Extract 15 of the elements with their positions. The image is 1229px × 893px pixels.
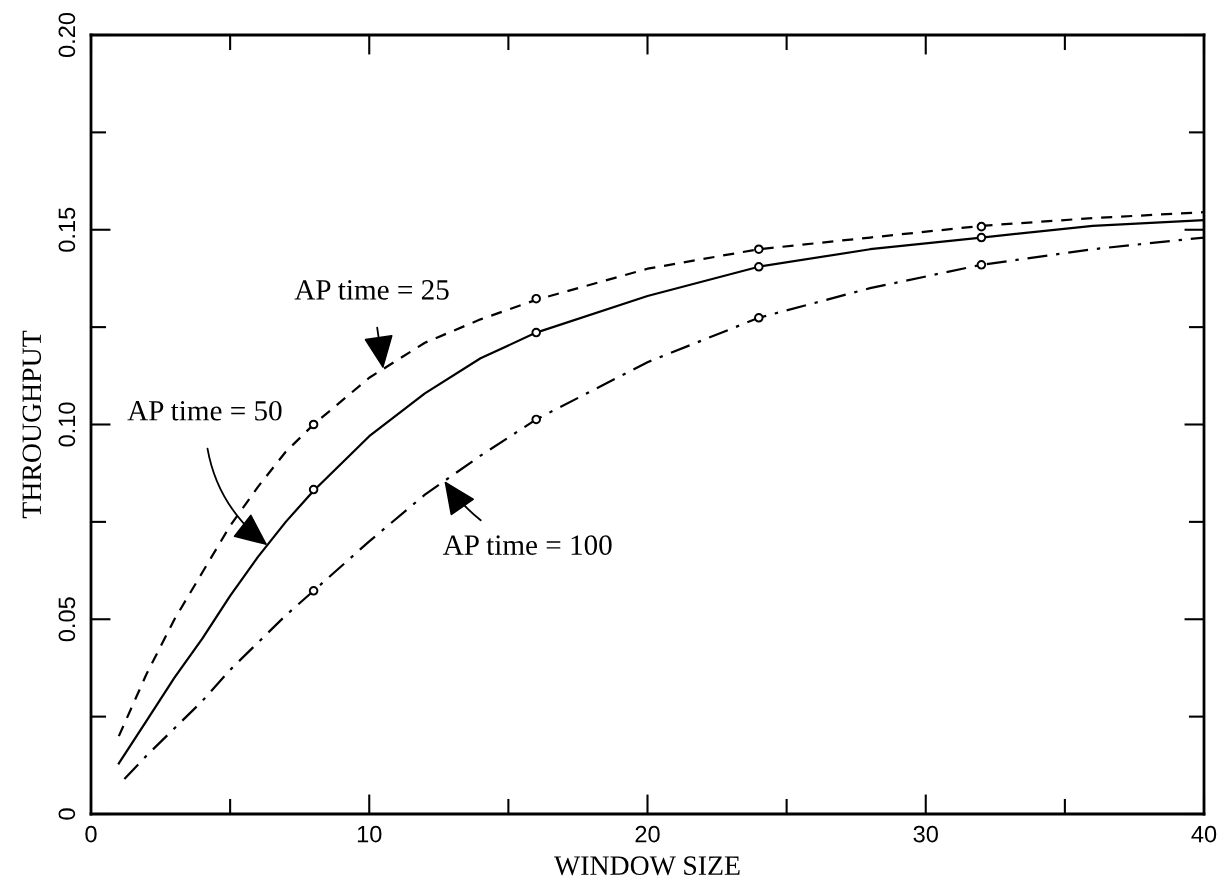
x-tick-label: 10 — [357, 825, 382, 843]
annotation: AP time = 100 — [442, 535, 612, 555]
x-tick-label: 0 — [85, 825, 97, 843]
x-tick-label: 40 — [1191, 825, 1217, 843]
annotation: AP time = 50 — [127, 400, 282, 421]
y-axis-title: THROUGHPUT — [22, 330, 42, 519]
x-tick-label: 20 — [635, 825, 660, 843]
annotation: AP time = 25 — [294, 280, 449, 300]
y-tick-label: 0.10 — [58, 402, 76, 447]
y-tick-label: 0.05 — [58, 597, 76, 642]
x-tick-label: 30 — [913, 825, 938, 843]
y-tick-label: 0.15 — [58, 207, 76, 252]
y-tick-label: 0.20 — [58, 12, 76, 58]
y-tick-label: 0 — [58, 808, 76, 820]
x-axis-title: WINDOW SIZE — [554, 856, 740, 876]
